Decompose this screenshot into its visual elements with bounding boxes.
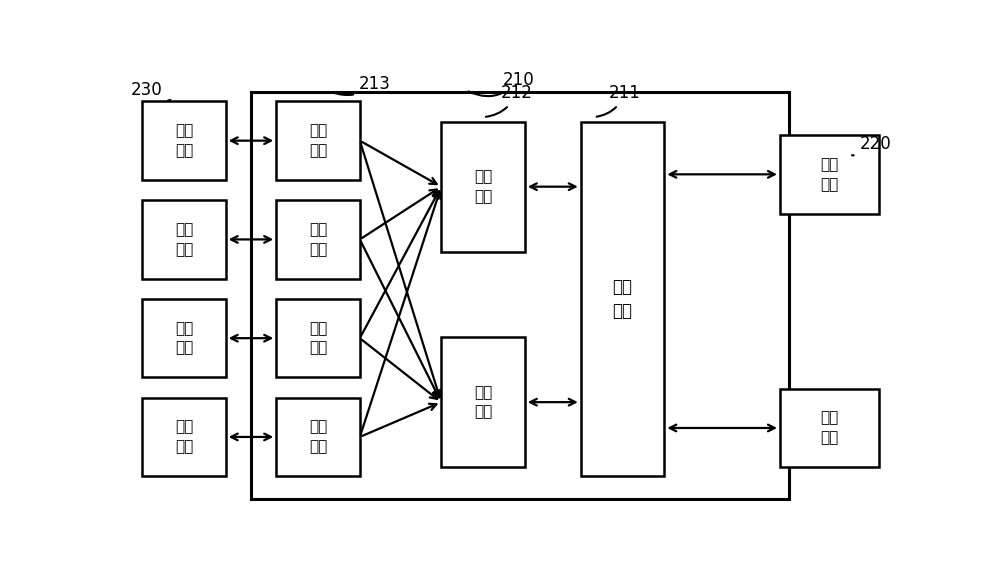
Bar <box>276 101 360 180</box>
Bar <box>441 337 525 467</box>
Text: 211: 211 <box>597 85 641 117</box>
Bar <box>142 200 226 279</box>
Bar <box>142 101 226 180</box>
Text: 220: 220 <box>852 135 891 155</box>
Text: 转发
模块: 转发 模块 <box>309 123 327 158</box>
Bar <box>142 299 226 377</box>
Text: 请求
装置: 请求 装置 <box>820 157 839 192</box>
Text: 转发
模块: 转发 模块 <box>309 321 327 356</box>
Bar <box>276 398 360 476</box>
Bar <box>276 200 360 279</box>
Bar <box>581 122 664 476</box>
Text: 解析
模块: 解析 模块 <box>613 278 633 319</box>
Text: 转发
模块: 转发 模块 <box>309 222 327 257</box>
Text: 212: 212 <box>486 85 532 117</box>
Text: 请求
装置: 请求 装置 <box>820 410 839 445</box>
Text: 接收
装置: 接收 装置 <box>175 420 193 454</box>
Text: 接收
装置: 接收 装置 <box>175 321 193 356</box>
Text: 210: 210 <box>468 71 535 96</box>
Text: 接收
装置: 接收 装置 <box>175 123 193 158</box>
Bar <box>142 398 226 476</box>
Bar <box>441 122 525 252</box>
Bar <box>276 299 360 377</box>
Text: 230: 230 <box>131 81 170 100</box>
Text: 转发
模块: 转发 模块 <box>309 420 327 454</box>
Bar <box>780 389 879 467</box>
Text: 分配
模块: 分配 模块 <box>474 169 492 204</box>
Text: 分配
模块: 分配 模块 <box>474 385 492 420</box>
Text: 接收
装置: 接收 装置 <box>175 222 193 257</box>
Text: 213: 213 <box>333 75 390 95</box>
Bar <box>780 135 879 213</box>
Bar <box>251 92 789 498</box>
